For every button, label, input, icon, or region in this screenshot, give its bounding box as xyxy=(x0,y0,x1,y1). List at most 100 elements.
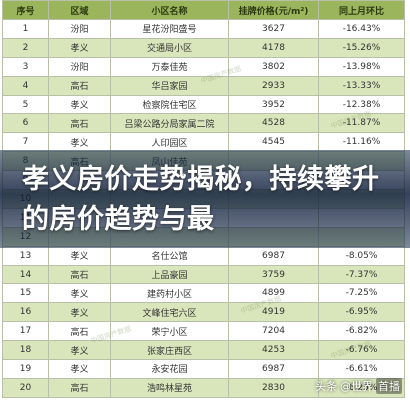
cell-index: 7 xyxy=(2,132,49,153)
cell-change: -15.26% xyxy=(318,37,405,58)
header-index: 序号 xyxy=(2,0,49,20)
table-row: 18 孝义 张家庄西区 4253 -6.76% xyxy=(2,340,405,361)
cell-price: 3802 xyxy=(228,56,319,77)
cell-district: 高石 xyxy=(48,321,111,342)
cell-index: 16 xyxy=(2,302,49,323)
cell-change: -13.33% xyxy=(318,75,405,96)
cell-community: 星花汾阳盛号 xyxy=(110,19,229,39)
cell-index: 2 xyxy=(2,37,49,58)
cell-price: 2933 xyxy=(228,75,319,96)
credit-label: @世界 xyxy=(340,380,373,393)
table-row: 19 孝义 永安花园 6987 -6.61% xyxy=(2,359,405,379)
cell-price: 7204 xyxy=(228,321,319,342)
cell-change: -7.25% xyxy=(318,283,405,304)
cell-community: 荣宁小区 xyxy=(110,321,229,342)
cell-community: 人印园区 xyxy=(110,132,229,153)
header-change: 同上月环比 xyxy=(318,0,405,20)
cell-index: 13 xyxy=(2,245,49,266)
cell-price: 3627 xyxy=(228,19,319,39)
cell-change: -6.25% xyxy=(318,377,405,398)
cell-price: 4919 xyxy=(228,302,319,323)
cell-change: -6.95% xyxy=(318,302,405,323)
cell-district: 高石 xyxy=(48,377,111,398)
headline-banner xyxy=(0,150,410,248)
cell-price: 4899 xyxy=(228,283,319,304)
cell-index: 18 xyxy=(2,340,49,361)
credit-prefix: 头条 xyxy=(315,380,337,393)
cell-district: 孝义 xyxy=(48,132,111,153)
cell-community: 张家庄西区 xyxy=(110,340,229,361)
cell-community: 永安花园 xyxy=(110,359,229,379)
cell-change: -8.05% xyxy=(318,245,405,266)
table-row: 4 高石 华吕家园 2933 -13.33% xyxy=(2,75,405,96)
cell-community: 建药村小区 xyxy=(110,283,229,304)
headline-text: 孝义房价走势揭秘，持续攀升的房价趋势与最 xyxy=(22,164,380,235)
table-row: 2 孝义 交通局小区 4178 -15.26% xyxy=(2,37,405,58)
cell-index: 6 xyxy=(2,113,49,134)
cell-index: 4 xyxy=(2,75,49,96)
cell-community: 华吕家园 xyxy=(110,75,229,96)
cell-index: 3 xyxy=(2,56,49,77)
cell-price: 3952 xyxy=(228,94,319,115)
credit-account: 首播 xyxy=(376,378,402,394)
source-credit: 头条 @世界 首播 xyxy=(315,378,402,394)
cell-index: 1 xyxy=(2,19,49,39)
cell-price: 4253 xyxy=(228,340,319,361)
cell-change: -11.87% xyxy=(318,113,405,134)
cell-district: 高石 xyxy=(48,75,111,96)
cell-district: 孝义 xyxy=(48,37,111,58)
cell-price: 4528 xyxy=(228,113,319,134)
cell-community: 检察院住宅区 xyxy=(110,94,229,115)
table-row: 1 汾阳 星花汾阳盛号 3627 -16.43% xyxy=(2,19,405,39)
cell-price: 3759 xyxy=(228,264,319,285)
table-row: 14 高石 上品豪园 3759 -7.37% xyxy=(2,264,405,285)
cell-district: 孝义 xyxy=(48,359,111,379)
cell-change: -12.38% xyxy=(318,94,405,115)
header-price: 挂牌价格(元/m²) xyxy=(228,0,319,20)
cell-change: -16.43% xyxy=(318,19,405,39)
cell-price: 4545 xyxy=(228,132,319,153)
cell-community: 文峰住宅六区 xyxy=(110,302,229,323)
cell-change: -6.76% xyxy=(318,340,405,361)
cell-change: -6.82% xyxy=(318,321,405,342)
cell-price: 6987 xyxy=(228,245,319,266)
cell-district: 汾阳 xyxy=(48,56,111,77)
cell-price: 2830 xyxy=(228,377,319,398)
cell-change: -6.61% xyxy=(318,359,405,379)
table-row: 20 高石 浩鸣林星苑 2830 -6.25% xyxy=(2,377,405,398)
cell-index: 17 xyxy=(2,321,49,342)
cell-index: 20 xyxy=(2,377,49,398)
header-community: 小区名称 xyxy=(110,0,229,20)
cell-community: 吕梁公路分局家属二院 xyxy=(110,113,229,134)
cell-district: 孝义 xyxy=(48,340,111,361)
cell-community: 浩鸣林星苑 xyxy=(110,377,229,398)
table-row: 6 高石 吕梁公路分局家属二院 4528 -11.87% xyxy=(2,113,405,134)
cell-district: 孝义 xyxy=(48,94,111,115)
table-row: 5 孝义 检察院住宅区 3952 -12.38% xyxy=(2,94,405,115)
cell-change: -13.98% xyxy=(318,56,405,77)
cell-district: 汾阳 xyxy=(48,19,111,39)
cell-change: -7.37% xyxy=(318,264,405,285)
table-row: 7 孝义 人印园区 4545 -11.16% xyxy=(2,132,405,153)
cell-index: 19 xyxy=(2,359,49,379)
cell-district: 孝义 xyxy=(48,302,111,323)
cell-index: 5 xyxy=(2,94,49,115)
cell-price: 6987 xyxy=(228,359,319,379)
cell-district: 孝义 xyxy=(48,245,111,266)
cell-change: -11.16% xyxy=(318,132,405,153)
cell-community: 名仕公馆 xyxy=(110,245,229,266)
cell-district: 孝义 xyxy=(48,283,111,304)
cell-index: 15 xyxy=(2,283,49,304)
header-district: 区域 xyxy=(48,0,111,20)
table-row: 17 高石 荣宁小区 7204 -6.82% xyxy=(2,321,405,342)
cell-community: 上品豪园 xyxy=(110,264,229,285)
cell-community: 交通局小区 xyxy=(110,37,229,58)
cell-district: 高石 xyxy=(48,264,111,285)
cell-index: 14 xyxy=(2,264,49,285)
table-row: 15 孝义 建药村小区 4899 -7.25% xyxy=(2,283,405,304)
table-row: 16 孝义 文峰住宅六区 4919 -6.95% xyxy=(2,302,405,323)
table-header-row: 序号 区域 小区名称 挂牌价格(元/m²) 同上月环比 xyxy=(2,0,405,20)
cell-price: 4178 xyxy=(228,37,319,58)
table-row: 3 汾阳 万泰佳苑 3802 -13.98% xyxy=(2,56,405,77)
